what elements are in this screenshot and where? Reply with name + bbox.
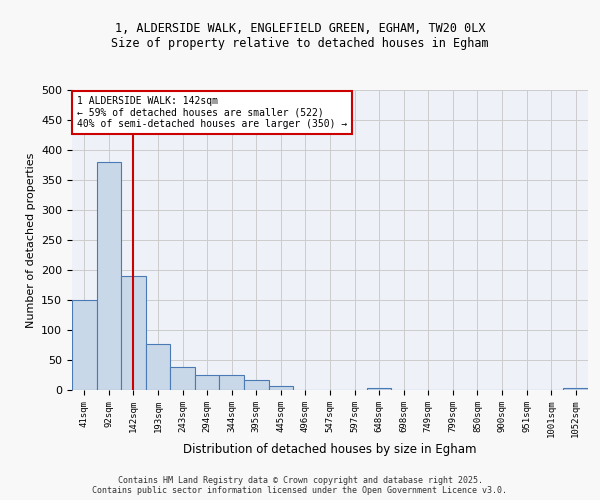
Bar [146, 344, 170, 390]
Bar [367, 388, 391, 390]
Text: 1, ALDERSIDE WALK, ENGLEFIELD GREEN, EGHAM, TW20 0LX: 1, ALDERSIDE WALK, ENGLEFIELD GREEN, EGH… [115, 22, 485, 36]
Bar [220, 375, 244, 390]
Bar [563, 388, 588, 390]
Bar [244, 380, 269, 390]
Bar [121, 276, 146, 390]
Text: 1 ALDERSIDE WALK: 142sqm
← 59% of detached houses are smaller (522)
40% of semi-: 1 ALDERSIDE WALK: 142sqm ← 59% of detach… [77, 96, 347, 129]
Bar [97, 162, 121, 390]
Bar [195, 375, 220, 390]
Text: Contains HM Land Registry data © Crown copyright and database right 2025.
Contai: Contains HM Land Registry data © Crown c… [92, 476, 508, 495]
Bar [170, 367, 195, 390]
Y-axis label: Number of detached properties: Number of detached properties [26, 152, 35, 328]
Text: Size of property relative to detached houses in Egham: Size of property relative to detached ho… [111, 38, 489, 51]
Bar [72, 300, 97, 390]
Bar [269, 386, 293, 390]
X-axis label: Distribution of detached houses by size in Egham: Distribution of detached houses by size … [183, 443, 477, 456]
